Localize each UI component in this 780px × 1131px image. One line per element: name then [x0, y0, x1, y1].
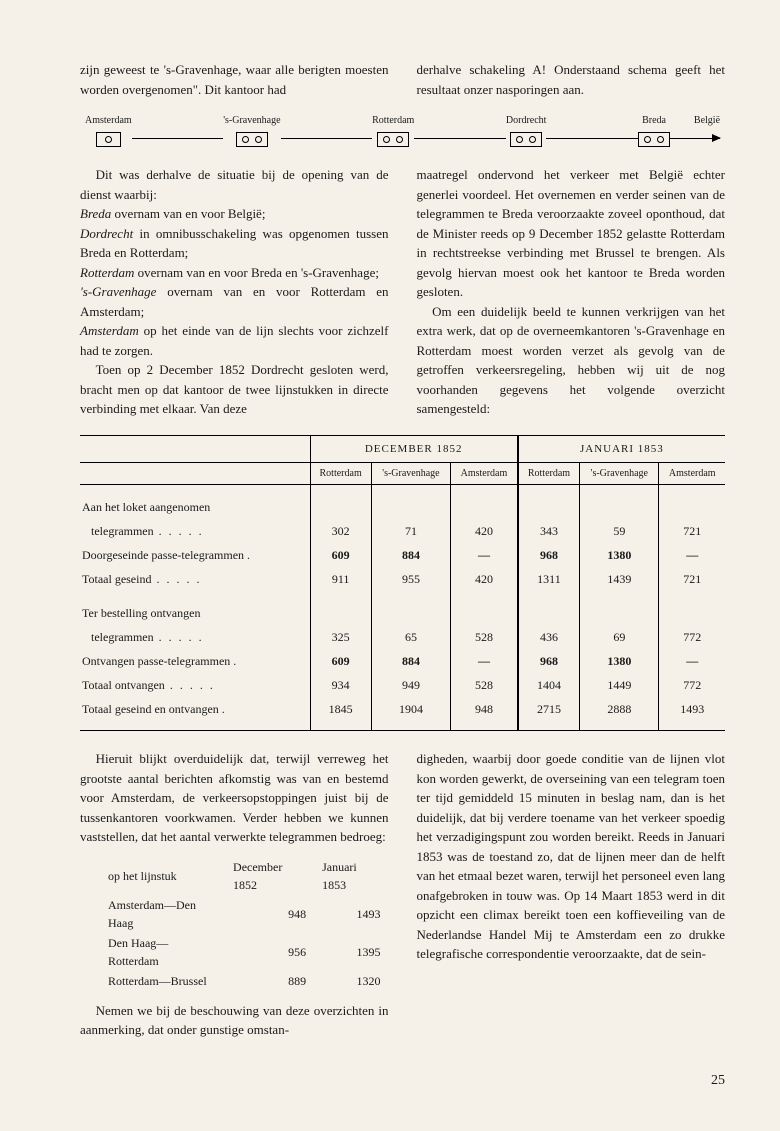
- station-dordrecht: Dordrecht: [506, 113, 547, 147]
- mid-left-rotterdam: Rotterdam overnam van en voor Breda en '…: [80, 263, 389, 283]
- small-table-header: op het lijnstuk: [100, 857, 225, 895]
- mid-left-intro: Dit was derhalve de situatie bij de open…: [80, 165, 389, 204]
- end-label: België: [694, 113, 720, 128]
- station-rotterdam: Rotterdam: [372, 113, 414, 147]
- arrow-icon: [670, 138, 720, 139]
- table-row: Totaal geseind en ontvangen .18451904948…: [80, 697, 725, 721]
- wire-segment: [546, 138, 638, 139]
- terminal-icon: [657, 136, 664, 143]
- small-table-header: Januari 1853: [314, 857, 388, 895]
- table-row: Doorgeseinde passe-telegrammen .609884—9…: [80, 543, 725, 567]
- wire-segment: [414, 138, 506, 139]
- mid-right-p2: Om een duidelijk beeld te kunnen verkrij…: [417, 302, 726, 419]
- table-city: Amsterdam: [451, 463, 518, 485]
- terminal-icon: [242, 136, 249, 143]
- mid-left-closing: Toen op 2 December 1852 Dordrecht geslot…: [80, 360, 389, 419]
- station-gravenhage: 's-Gravenhage: [223, 113, 280, 147]
- station-label: 's-Gravenhage: [223, 113, 280, 128]
- top-right-text: derhalve schakeling A! Onderstaand schem…: [417, 60, 726, 99]
- mid-text-row: Dit was derhalve de situatie bij de open…: [80, 165, 725, 419]
- wire-segment: [132, 138, 224, 139]
- telegraph-line-diagram: Amsterdam 's-Gravenhage Rotterdam Dordre…: [80, 113, 725, 147]
- station-label: Dordrecht: [506, 113, 547, 128]
- terminal-icon: [105, 136, 112, 143]
- terminal-icon: [383, 136, 390, 143]
- page-number: 25: [711, 1070, 725, 1091]
- table-period-1: DECEMBER 1852: [310, 435, 518, 463]
- table-city: Amsterdam: [659, 463, 725, 485]
- table-period-2: JANUARI 1853: [518, 435, 725, 463]
- table-row: Ontvangen passe-telegrammen .609884—9681…: [80, 649, 725, 673]
- table-city: 's-Gravenhage: [371, 463, 450, 485]
- telegram-statistics-table: DECEMBER 1852 JANUARI 1853 Rotterdam 's-…: [80, 435, 725, 732]
- terminal-icon: [255, 136, 262, 143]
- table-row: Den Haag—Rotterdam9561395: [100, 933, 389, 971]
- bottom-left-p2: Nemen we bij de beschouwing van deze ove…: [80, 1001, 389, 1040]
- station-label: Amsterdam: [85, 113, 132, 128]
- table-row: Totaal geseind91195542013111439721: [80, 567, 725, 591]
- station-label: Rotterdam: [372, 113, 414, 128]
- bottom-right-text: digheden, waarbij door goede conditie va…: [417, 749, 726, 964]
- end-belgie: België: [670, 113, 720, 139]
- table-row: Ter bestelling ontvangen: [80, 601, 725, 625]
- table-row: Rotterdam—Brussel8891320: [100, 971, 389, 991]
- table-city: Rotterdam: [518, 463, 580, 485]
- terminal-icon: [644, 136, 651, 143]
- station-label: Breda: [642, 113, 666, 128]
- terminal-icon: [516, 136, 523, 143]
- mid-left-dordrecht: Dordrecht in omnibusschakeling was opgen…: [80, 224, 389, 263]
- terminal-icon: [529, 136, 536, 143]
- bottom-left-p1: Hieruit blijkt overduidelijk dat, terwij…: [80, 749, 389, 847]
- station-amsterdam: Amsterdam: [85, 113, 132, 147]
- table-city: Rotterdam: [310, 463, 371, 485]
- top-paragraph-row: zijn geweest te 's-Gravenhage, waar alle…: [80, 60, 725, 99]
- bottom-text-row: Hieruit blijkt overduidelijk dat, terwij…: [80, 749, 725, 1040]
- small-table-header: December 1852: [225, 857, 314, 895]
- table-row: Totaal ontvangen93494952814041449772: [80, 673, 725, 697]
- station-breda: Breda: [638, 113, 670, 147]
- mid-left-amsterdam: Amsterdam op het einde van de lijn slech…: [80, 321, 389, 360]
- mid-left-breda: Breda overnam van en voor België;: [80, 204, 389, 224]
- wire-segment: [281, 138, 373, 139]
- mid-left-gravenhage: 's-Gravenhage overnam van en voor Rotter…: [80, 282, 389, 321]
- mid-right-p1: maatregel ondervond het verkeer met Belg…: [417, 165, 726, 302]
- table-row: telegrammen3256552843669772: [80, 625, 725, 649]
- terminal-icon: [396, 136, 403, 143]
- line-segment-table: op het lijnstuk December 1852 Januari 18…: [100, 857, 389, 991]
- table-city: 's-Gravenhage: [580, 463, 659, 485]
- table-row: telegrammen3027142034359721: [80, 519, 725, 543]
- table-row: Amsterdam—Den Haag9481493: [100, 895, 389, 933]
- table-row: Aan het loket aangenomen: [80, 495, 725, 519]
- top-left-text: zijn geweest te 's-Gravenhage, waar alle…: [80, 60, 389, 99]
